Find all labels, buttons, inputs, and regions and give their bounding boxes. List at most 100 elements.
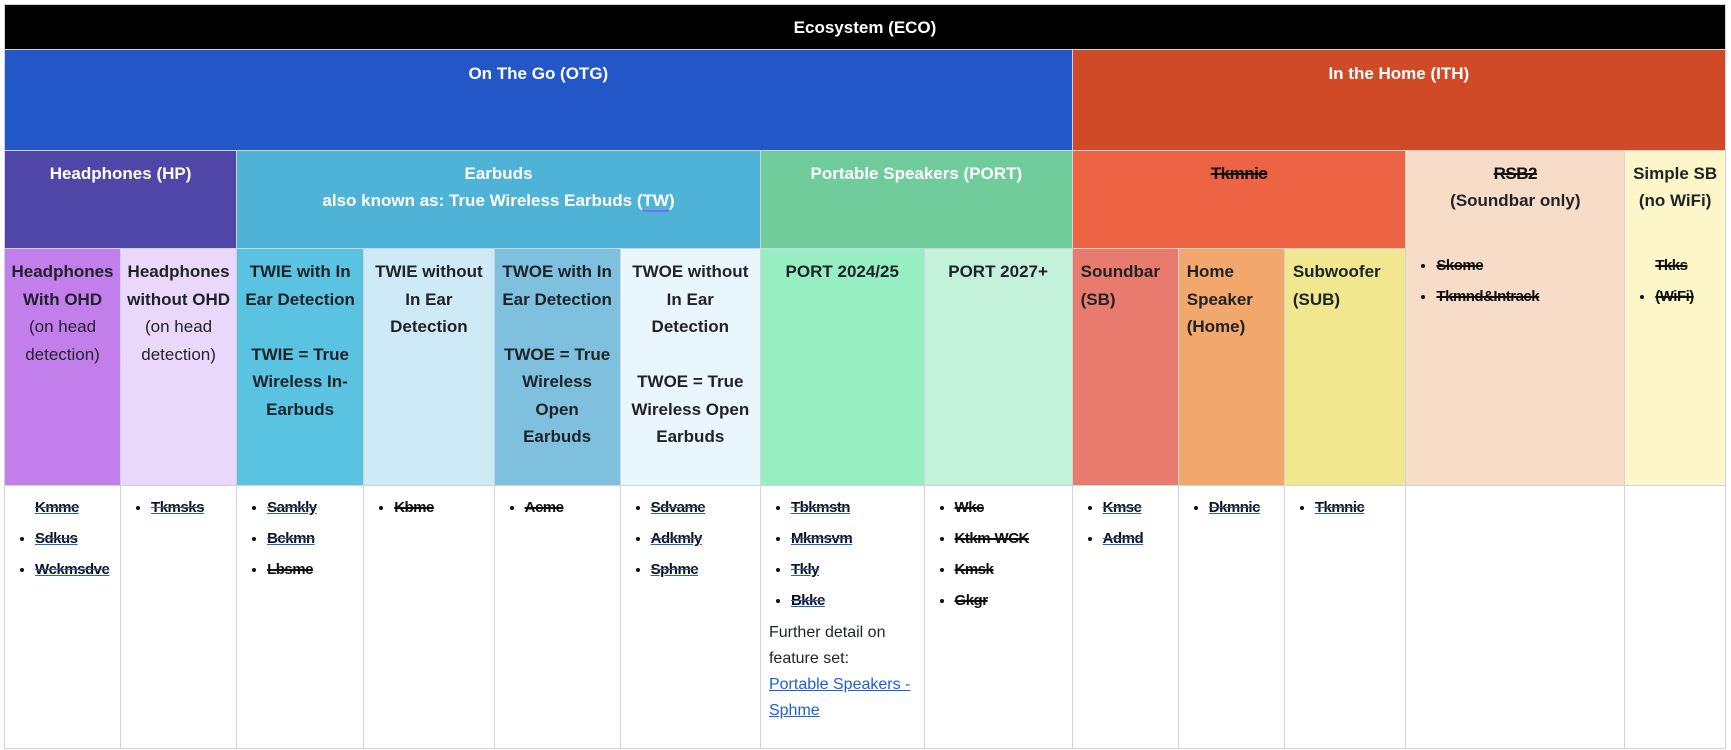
ecosystem-title: Ecosystem (ECO) bbox=[793, 18, 937, 37]
list-item-link[interactable]: Dkmnic bbox=[1208, 499, 1261, 516]
list-item-link[interactable]: Tbkmstn bbox=[790, 499, 851, 516]
sb2-list: Skome Tkmnd&Intrack bbox=[1406, 250, 1624, 312]
list-item-text: Tkks (WiFi) bbox=[1655, 257, 1694, 305]
list-item-text: Kmsk bbox=[954, 561, 994, 578]
list-item: Tkmsks bbox=[151, 492, 232, 523]
list-item-link[interactable]: Mkmsvm bbox=[790, 530, 853, 547]
list-item-link[interactable]: Wckmsdve bbox=[35, 561, 110, 578]
simple-sb-group-subtitle: (no WiFi) bbox=[1638, 191, 1712, 210]
subcat-twoe-without-detection: TWOE without In Ear Detection TWOE = Tru… bbox=[619, 248, 761, 486]
list-item-link[interactable]: Tkmsks bbox=[151, 499, 204, 516]
simple-sb-group-header: Simple SB (no WiFi) bbox=[1624, 150, 1726, 486]
list-item-link[interactable]: Kmse bbox=[1102, 499, 1142, 516]
list-item: Sphme bbox=[651, 554, 756, 585]
list-item: Bckmn bbox=[267, 523, 359, 554]
list-item: Kbme bbox=[394, 492, 489, 523]
list-twie: Samkly Bckmn Lbsme bbox=[236, 485, 365, 749]
subcat-soundbar: Soundbar (SB) bbox=[1071, 248, 1179, 486]
earbuds-aka-suffix: ) bbox=[668, 191, 675, 210]
earbuds-aka-line: also known as: True Wireless Earbuds (TW… bbox=[237, 187, 760, 214]
list-item-text: Wkc bbox=[954, 499, 985, 516]
subcat-headphones-with-ohd-title: Headphones With OHD bbox=[11, 262, 114, 309]
list-hp-ohd: Kmme Sdkus Wckmsdve bbox=[3, 485, 122, 749]
list-item: Samkly bbox=[267, 492, 359, 523]
port-feature-note-text: Further detail on feature set: bbox=[768, 624, 886, 667]
list-item-text: Kbme bbox=[394, 499, 434, 516]
subcat-twie-with-detection: TWIE with In Ear Detection TWIE = True W… bbox=[236, 248, 365, 486]
simple-sb-list: Tkks (WiFi) bbox=[1625, 250, 1725, 312]
subcat-subwoofer: Subwoofer (SUB) bbox=[1283, 248, 1407, 486]
subcat-port-2027: PORT 2027+ bbox=[923, 248, 1073, 486]
list-item: Tkly bbox=[791, 554, 920, 585]
portable-speakers-group-title: Portable Speakers (PORT) bbox=[810, 164, 1023, 183]
earbuds-group-title: Earbuds bbox=[464, 164, 533, 183]
list-item: Wkc bbox=[955, 492, 1068, 523]
list-sb2: Skome Tkmnd&Intrack bbox=[1405, 257, 1626, 749]
list-item: Skome bbox=[1436, 250, 1624, 281]
subcat-headphones-without-ohd-detail: (on head detection) bbox=[141, 317, 216, 364]
subcat-headphones-with-ohd-detail: (on head detection) bbox=[25, 317, 100, 364]
list-item: Dkmnic bbox=[1209, 492, 1280, 523]
list-item-link[interactable]: Sdvame bbox=[650, 499, 706, 516]
list-item: Sdvame bbox=[651, 492, 756, 523]
ith-speakers-group-title: Tkmnic bbox=[1210, 164, 1268, 183]
list-item: Lbsme bbox=[267, 554, 359, 585]
subcat-twoe-without-detection-title: TWOE without In Ear Detection bbox=[632, 262, 749, 336]
list-home-speaker: Dkmnic bbox=[1177, 485, 1285, 749]
list-twoe: Acme bbox=[493, 485, 621, 749]
list-item: Ktkm-WCK bbox=[955, 523, 1068, 554]
list-item-link[interactable]: Adkmly bbox=[650, 530, 703, 547]
list-port-2024: Tbkmstn Mkmsvm Tkly Bkke Further detail … bbox=[759, 485, 925, 749]
list-item: Bkke bbox=[791, 585, 920, 616]
subcat-twoe-no-definition: TWOE = True Wireless Open Earbuds bbox=[631, 372, 750, 446]
list-item: Gkgr bbox=[955, 585, 1068, 616]
portable-speakers-group-header: Portable Speakers (PORT) bbox=[759, 150, 1073, 249]
subcat-twie-definition: TWIE = True Wireless In-Earbuds bbox=[251, 344, 350, 419]
list-item-text: Tkmnd&Intrack bbox=[1436, 288, 1540, 305]
sb2-group-title: RSB2 bbox=[1406, 160, 1624, 187]
list-simple-sb: Tkks (WiFi) bbox=[1624, 257, 1726, 749]
list-hp-no-ohd: Tkmsks bbox=[120, 485, 238, 749]
list-item-link[interactable]: Bckmn bbox=[267, 530, 315, 547]
otg-header: On The Go (OTG) bbox=[4, 49, 1073, 151]
ecosystem-table-wrapper: Ecosystem (ECO) On The Go (OTG) In the H… bbox=[3, 4, 1727, 749]
list-item-text: Gkgr bbox=[954, 592, 989, 609]
headphones-group-title: Headphones (HP) bbox=[49, 164, 192, 183]
list-item: Admd bbox=[1103, 523, 1174, 554]
subcat-twoe-with-detection-title: TWOE with In Ear Detection bbox=[502, 262, 612, 309]
list-item-text: Skome bbox=[1436, 257, 1484, 274]
list-subwoofer: Tkmnic bbox=[1283, 485, 1407, 749]
subcat-port-2024-title: PORT 2024/25 bbox=[785, 262, 899, 281]
earbuds-group-header: Earbuds also known as: True Wireless Ear… bbox=[236, 150, 761, 249]
ecosystem-table: Ecosystem (ECO) On The Go (OTG) In the H… bbox=[3, 4, 1727, 749]
subcat-port-2024: PORT 2024/25 bbox=[759, 248, 925, 486]
list-item-link[interactable]: Bkke bbox=[790, 592, 825, 609]
list-item-text: Lbsme bbox=[267, 561, 313, 578]
subcat-headphones-with-ohd: Headphones With OHD (on head detection) bbox=[3, 248, 122, 486]
list-item-link[interactable]: Sphme bbox=[650, 561, 699, 578]
subcat-soundbar-title: Soundbar (SB) bbox=[1080, 262, 1160, 309]
list-item: Kmsk bbox=[955, 554, 1068, 585]
subcat-twie-with-detection-title: TWIE with In Ear Detection bbox=[245, 262, 355, 309]
list-item-link[interactable]: Admd bbox=[1102, 530, 1144, 547]
list-item-text: Acme bbox=[524, 499, 564, 516]
list-item: Tkmnd&Intrack bbox=[1436, 281, 1624, 312]
list-item: Kmse bbox=[1103, 492, 1174, 523]
ith-header: In the Home (ITH) bbox=[1071, 49, 1727, 151]
ecosystem-header: Ecosystem (ECO) bbox=[4, 4, 1726, 50]
port-feature-link[interactable]: Portable Speakers - Sphme bbox=[768, 676, 911, 719]
list-item-link[interactable]: Tkmnic bbox=[1314, 499, 1365, 516]
list-item-link[interactable]: Samkly bbox=[267, 499, 317, 516]
list-soundbar: Kmse Admd bbox=[1071, 485, 1179, 749]
list-item-link[interactable]: Tkly bbox=[790, 561, 820, 578]
subcat-twoe-with-detection: TWOE with In Ear Detection TWOE = True W… bbox=[493, 248, 621, 486]
list-item-text: Ktkm-WCK bbox=[954, 530, 1030, 547]
ith-title: In the Home (ITH) bbox=[1328, 64, 1470, 83]
list-twie-no: Kbme bbox=[363, 485, 495, 749]
list-item: Mkmsvm bbox=[791, 523, 920, 554]
ith-speakers-group-header: Tkmnic bbox=[1071, 150, 1407, 249]
earbuds-aka-abbr: TW bbox=[642, 191, 669, 212]
subcat-headphones-without-ohd-title: Headphones without OHD bbox=[127, 262, 231, 309]
list-item-link[interactable]: Kmme Sdkus bbox=[35, 499, 79, 547]
sb2-group-subtitle: (Soundbar only) bbox=[1450, 191, 1581, 210]
